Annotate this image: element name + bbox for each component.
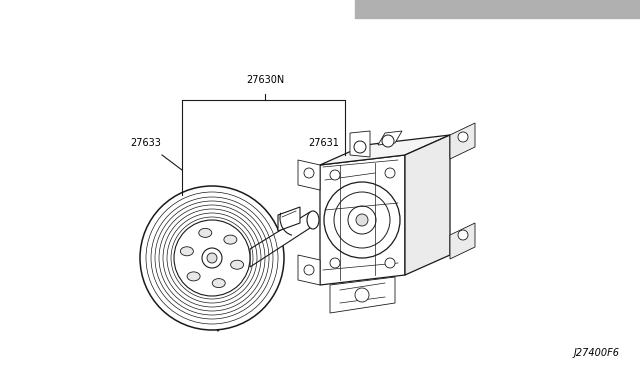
Text: 27630N: 27630N: [246, 75, 284, 85]
Ellipse shape: [187, 272, 200, 281]
Text: 27631: 27631: [308, 138, 339, 148]
Circle shape: [458, 132, 468, 142]
Circle shape: [334, 192, 390, 248]
Ellipse shape: [199, 228, 212, 237]
Polygon shape: [320, 135, 450, 165]
Polygon shape: [320, 155, 405, 285]
FancyBboxPatch shape: [355, 0, 640, 18]
Circle shape: [140, 186, 284, 330]
Ellipse shape: [180, 247, 193, 256]
Circle shape: [207, 253, 217, 263]
Polygon shape: [298, 160, 320, 190]
Circle shape: [304, 265, 314, 275]
Circle shape: [330, 258, 340, 268]
Polygon shape: [330, 277, 395, 313]
Polygon shape: [278, 207, 300, 231]
Polygon shape: [298, 255, 320, 285]
Circle shape: [382, 135, 394, 147]
Circle shape: [356, 214, 368, 226]
Polygon shape: [450, 223, 475, 259]
Circle shape: [304, 168, 314, 178]
Circle shape: [330, 170, 340, 180]
Circle shape: [324, 182, 400, 258]
Circle shape: [174, 220, 250, 296]
Circle shape: [385, 258, 395, 268]
Ellipse shape: [213, 191, 223, 331]
Polygon shape: [450, 123, 475, 159]
Circle shape: [385, 168, 395, 178]
Circle shape: [202, 248, 222, 268]
Text: 27633: 27633: [130, 138, 161, 148]
Polygon shape: [350, 131, 370, 157]
Polygon shape: [378, 131, 402, 145]
Polygon shape: [250, 212, 316, 267]
Text: J27400F6: J27400F6: [574, 348, 620, 358]
Ellipse shape: [230, 260, 244, 269]
Circle shape: [354, 141, 366, 153]
Circle shape: [458, 230, 468, 240]
Polygon shape: [405, 135, 450, 275]
Circle shape: [355, 288, 369, 302]
Circle shape: [348, 206, 376, 234]
Ellipse shape: [212, 279, 225, 288]
Ellipse shape: [224, 235, 237, 244]
Ellipse shape: [307, 211, 319, 229]
